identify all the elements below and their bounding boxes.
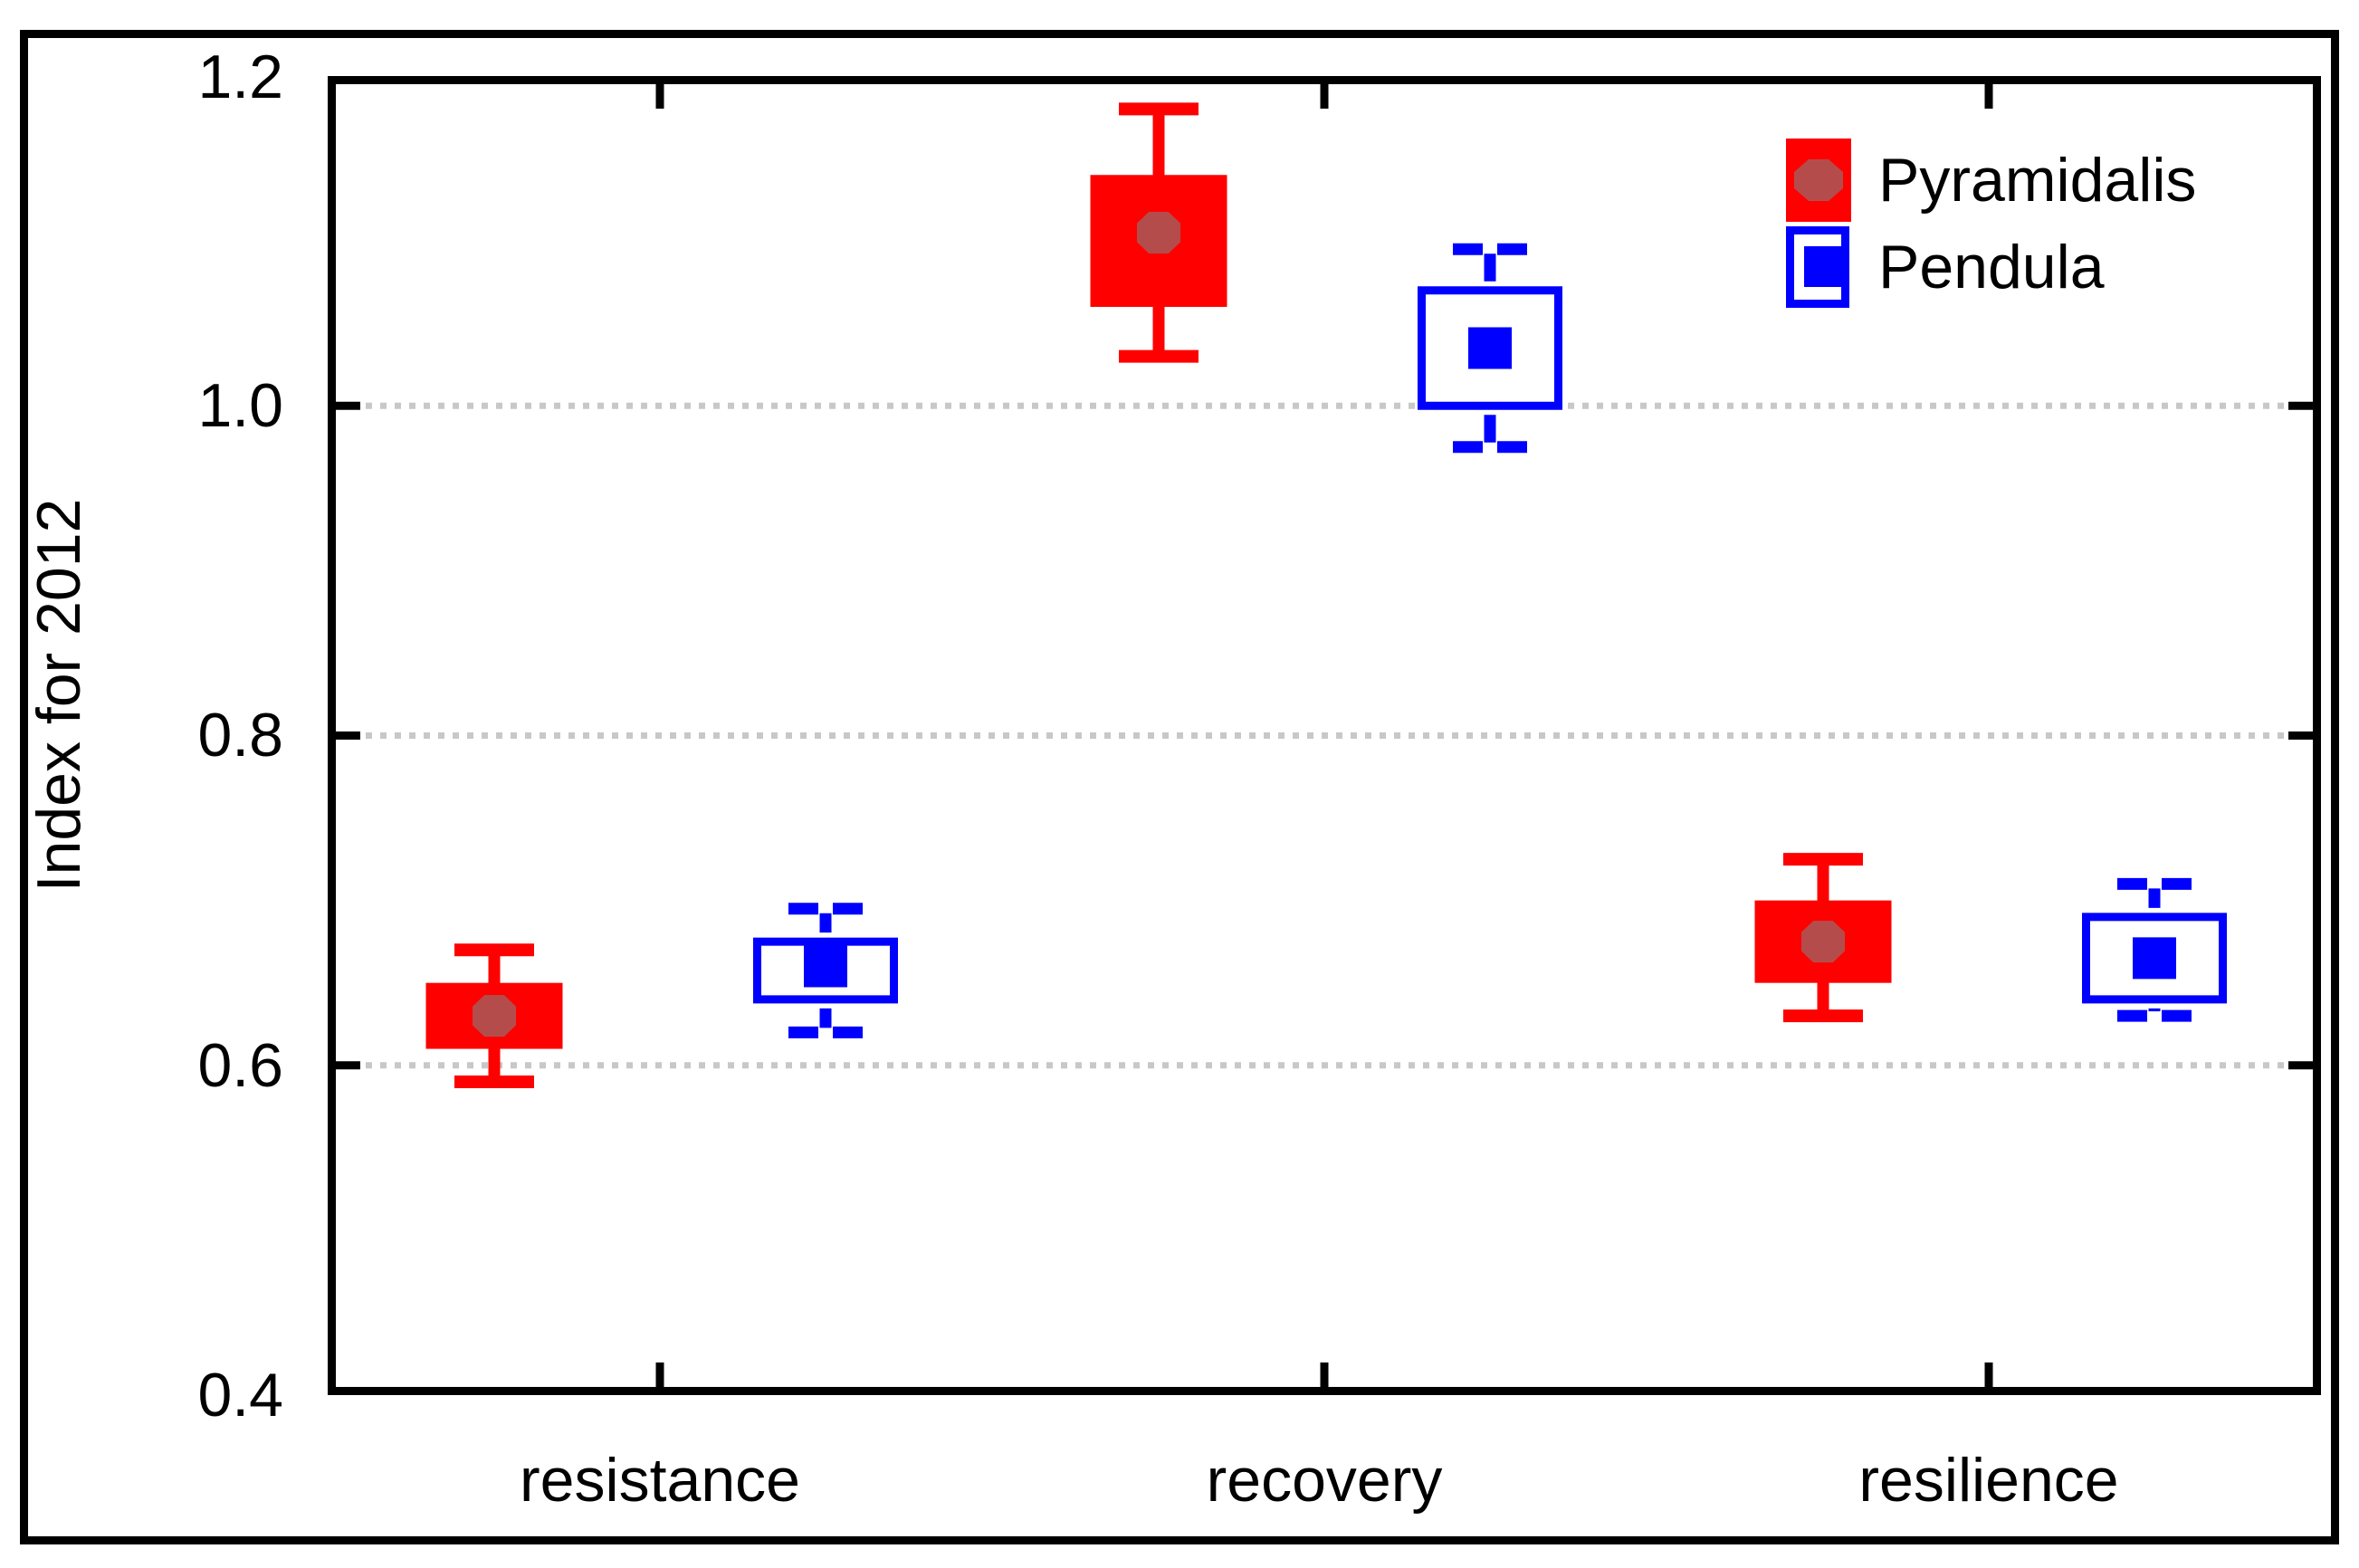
legend-swatch-pendula (1786, 226, 1849, 308)
y-tick-label-1.0: 1.0 (197, 371, 283, 440)
boxplot-pendula-resistance (753, 903, 898, 1038)
square-mean-marker-icon (1804, 246, 1847, 287)
mean-marker-square (2133, 937, 2176, 980)
figure-border (20, 30, 2339, 1544)
mean-marker-square (1468, 327, 1512, 369)
mean-marker-octagon (473, 995, 516, 1037)
box (2082, 913, 2227, 1004)
y-tick-label-1.2: 1.2 (197, 43, 283, 111)
boxplot-pendula-recovery (1418, 243, 1562, 454)
octagon-mean-marker-icon (1794, 159, 1843, 201)
y-tick-label-0.6: 0.6 (197, 1031, 283, 1100)
mean-marker-octagon (1801, 921, 1845, 963)
y-tick-label-0.8: 0.8 (197, 701, 283, 770)
y-axis-title: Index for 2012 (24, 498, 93, 893)
x-tick-label-recovery: recovery (1206, 1446, 1443, 1515)
boxplot-pyramidalis-resilience (1754, 853, 1892, 1023)
x-tick-label-resistance: resistance (520, 1446, 800, 1515)
x-tick-label-resilience: resilience (1858, 1446, 2119, 1515)
boxplot-pendula-resilience (2082, 877, 2227, 1022)
box (1418, 286, 1562, 410)
boxplot-pyramidalis-resistance (425, 943, 563, 1088)
legend-swatch-pyramidalis (1786, 139, 1851, 222)
mean-marker-square (804, 945, 847, 988)
legend-label-pyramidalis: Pyramidalis (1878, 146, 2197, 215)
legend-label-pendula: Pendula (1878, 233, 2105, 301)
y-tick-label-0.4: 0.4 (197, 1361, 283, 1429)
boxplot-pyramidalis-recovery (1090, 102, 1227, 363)
mean-marker-octagon (1137, 212, 1180, 254)
